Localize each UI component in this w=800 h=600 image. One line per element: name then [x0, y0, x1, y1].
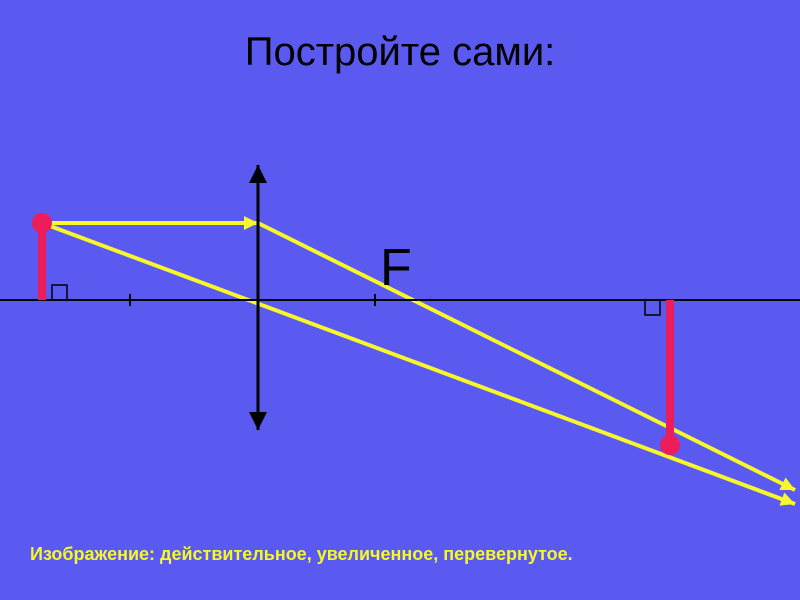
image-description-caption: Изображение: действительное, увеличенное…	[30, 544, 573, 565]
optics-diagram	[0, 0, 800, 600]
focal-point-label: F	[380, 238, 412, 298]
page-title: Постройте сами:	[0, 30, 800, 75]
diagram-stage: Постройте сами: F Изображение: действите…	[0, 0, 800, 600]
